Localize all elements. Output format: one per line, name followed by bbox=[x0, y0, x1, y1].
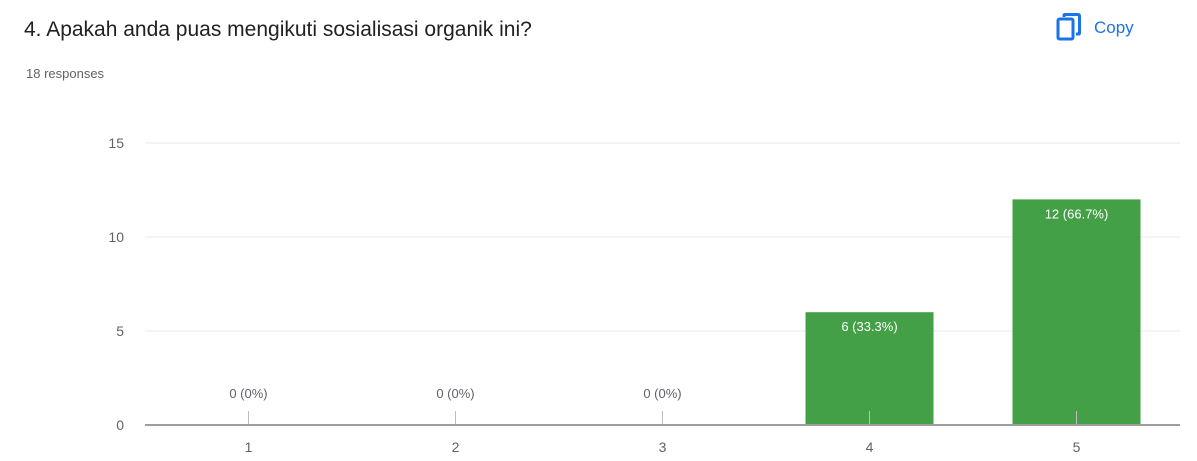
question-title: 4. Apakah anda puas mengikuti sosialisas… bbox=[24, 18, 532, 41]
x-tick-label: 3 bbox=[659, 439, 667, 455]
y-tick-label: 10 bbox=[108, 229, 124, 245]
x-tick-label: 5 bbox=[1073, 439, 1081, 455]
y-tick-label: 15 bbox=[108, 135, 124, 151]
copy-button[interactable]: Copy bbox=[1056, 10, 1176, 46]
y-tick-label: 5 bbox=[116, 323, 124, 339]
data-label: 0 (0%) bbox=[229, 386, 267, 401]
copy-icon bbox=[1056, 13, 1082, 43]
x-tick-label: 1 bbox=[245, 439, 253, 455]
data-label: 0 (0%) bbox=[436, 386, 474, 401]
bar bbox=[805, 312, 934, 425]
x-tick-label: 2 bbox=[452, 439, 460, 455]
copy-label: Copy bbox=[1094, 18, 1134, 37]
data-label: 0 (0%) bbox=[643, 386, 681, 401]
data-label: 6 (33.3%) bbox=[841, 319, 897, 334]
data-label: 12 (66.7%) bbox=[1045, 206, 1109, 221]
y-tick-label: 0 bbox=[116, 417, 124, 433]
response-count: 18 responses bbox=[26, 66, 105, 81]
bar bbox=[1012, 199, 1141, 425]
x-tick-label: 4 bbox=[866, 439, 874, 455]
